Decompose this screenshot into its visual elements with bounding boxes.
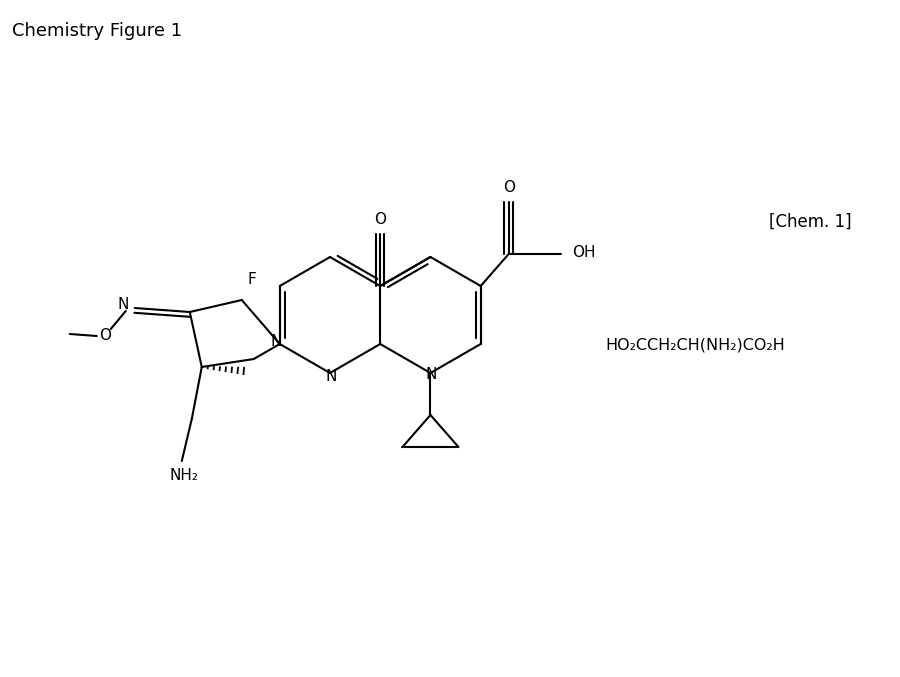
Text: F: F [248,273,256,288]
Text: N: N [117,297,129,313]
Text: [Chem. 1]: [Chem. 1] [770,213,852,231]
Text: OH: OH [572,246,596,261]
Text: N: N [270,334,282,349]
Text: O: O [374,213,386,227]
Text: N: N [325,370,337,385]
Text: HO₂CCH₂CH(NH₂)CO₂H: HO₂CCH₂CH(NH₂)CO₂H [605,338,785,353]
Text: O: O [503,181,515,196]
Text: NH₂: NH₂ [169,468,198,483]
Text: O: O [99,328,111,343]
Text: N: N [426,368,437,383]
Text: Chemistry Figure 1: Chemistry Figure 1 [12,22,182,40]
